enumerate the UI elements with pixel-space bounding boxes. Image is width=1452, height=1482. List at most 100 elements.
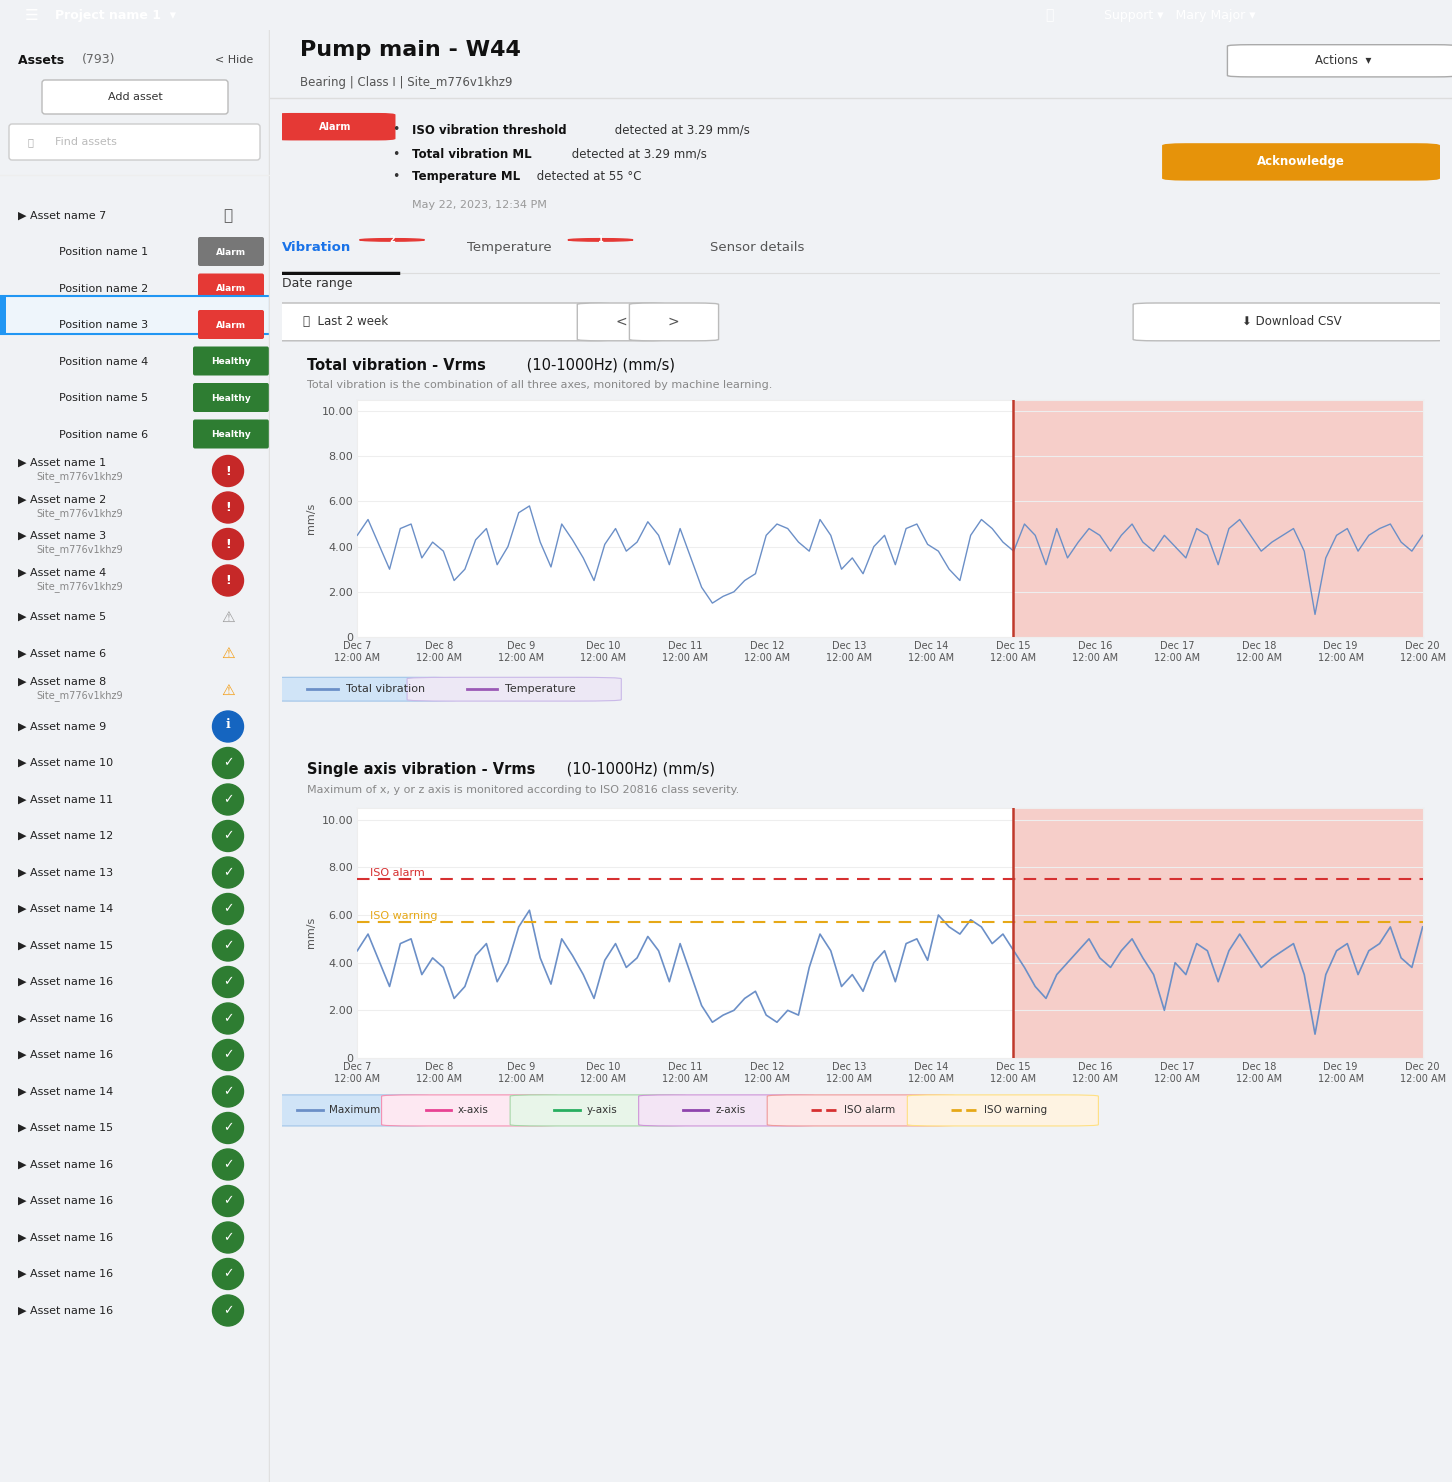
Text: Assets: Assets <box>17 53 68 67</box>
Text: y-axis: y-axis <box>587 1106 617 1114</box>
Text: ✓: ✓ <box>222 1085 234 1098</box>
Y-axis label: mm/s: mm/s <box>306 917 317 948</box>
Circle shape <box>212 711 244 742</box>
Text: ▶ Asset name 10: ▶ Asset name 10 <box>17 757 113 768</box>
Text: ▶ Asset name 15: ▶ Asset name 15 <box>17 1123 113 1134</box>
Text: ▶ Asset name 6: ▶ Asset name 6 <box>17 649 106 658</box>
Circle shape <box>212 1076 244 1107</box>
Text: <: < <box>616 314 627 328</box>
Text: Healthy: Healthy <box>211 357 251 366</box>
Circle shape <box>212 894 244 925</box>
FancyBboxPatch shape <box>193 419 269 449</box>
Text: Healthy: Healthy <box>211 394 251 403</box>
Text: !: ! <box>225 574 231 587</box>
Text: Single axis vibration - Vrms: Single axis vibration - Vrms <box>308 762 536 777</box>
Text: ▶ Asset name 14: ▶ Asset name 14 <box>17 1086 113 1097</box>
Bar <box>0 295 270 333</box>
Circle shape <box>212 784 244 815</box>
Text: Total vibration - Vrms: Total vibration - Vrms <box>308 357 486 373</box>
FancyBboxPatch shape <box>42 80 228 114</box>
Circle shape <box>212 966 244 997</box>
Text: Total vibration: Total vibration <box>346 683 425 694</box>
Text: ▶ Asset name 3: ▶ Asset name 3 <box>17 531 106 541</box>
Bar <box>1013 808 1423 1058</box>
Text: Actions  ▾: Actions ▾ <box>1316 55 1372 67</box>
FancyBboxPatch shape <box>1227 44 1452 77</box>
Text: detected at 55 °C: detected at 55 °C <box>533 170 642 182</box>
Text: ▶ Asset name 8: ▶ Asset name 8 <box>17 677 106 688</box>
Text: 📅  Last 2 week: 📅 Last 2 week <box>303 314 388 328</box>
Text: ▶ Asset name 14: ▶ Asset name 14 <box>17 904 113 914</box>
Text: ⬇ Download CSV: ⬇ Download CSV <box>1241 314 1342 328</box>
Text: ⚠: ⚠ <box>221 683 235 698</box>
Circle shape <box>212 455 244 486</box>
FancyBboxPatch shape <box>247 677 462 701</box>
Circle shape <box>212 1039 244 1070</box>
FancyBboxPatch shape <box>258 302 613 341</box>
FancyBboxPatch shape <box>1133 302 1452 341</box>
Text: ▶ Asset name 15: ▶ Asset name 15 <box>17 941 113 950</box>
Text: !: ! <box>225 464 231 477</box>
FancyBboxPatch shape <box>767 1095 958 1126</box>
FancyBboxPatch shape <box>382 1095 560 1126</box>
Text: (10-1000Hz) (mm/s): (10-1000Hz) (mm/s) <box>562 762 716 777</box>
Circle shape <box>212 1258 244 1289</box>
Text: Position name 2: Position name 2 <box>45 283 148 293</box>
Circle shape <box>212 565 244 596</box>
Circle shape <box>212 931 244 960</box>
Text: ISO warning: ISO warning <box>370 911 437 922</box>
Text: ISO alarm: ISO alarm <box>844 1106 894 1114</box>
Text: Maximum: Maximum <box>330 1106 380 1114</box>
FancyBboxPatch shape <box>908 1095 1098 1126</box>
Text: Pump main - W44: Pump main - W44 <box>299 40 520 59</box>
FancyBboxPatch shape <box>193 347 269 375</box>
Text: ✓: ✓ <box>222 1194 234 1208</box>
Text: May 22, 2023, 12:34 PM: May 22, 2023, 12:34 PM <box>412 200 546 210</box>
Text: ⚠: ⚠ <box>221 646 235 661</box>
Circle shape <box>360 239 424 242</box>
Text: ▶ Asset name 4: ▶ Asset name 4 <box>17 568 106 578</box>
Circle shape <box>212 1223 244 1252</box>
Text: Add asset: Add asset <box>107 92 163 102</box>
Text: ⚠: ⚠ <box>221 609 235 624</box>
Text: ▶ Asset name 16: ▶ Asset name 16 <box>17 1159 113 1169</box>
Text: Site_m776v1khz9: Site_m776v1khz9 <box>36 691 122 701</box>
Text: ▶ Asset name 16: ▶ Asset name 16 <box>17 1233 113 1242</box>
Circle shape <box>212 857 244 888</box>
Text: z-axis: z-axis <box>714 1106 745 1114</box>
Circle shape <box>212 821 244 852</box>
Text: >: > <box>668 314 680 328</box>
FancyBboxPatch shape <box>407 677 621 701</box>
FancyBboxPatch shape <box>510 1095 690 1126</box>
Text: ▶ Asset name 13: ▶ Asset name 13 <box>17 867 113 877</box>
Bar <box>1013 400 1423 637</box>
Text: !: ! <box>225 501 231 514</box>
Text: Alarm: Alarm <box>216 320 245 329</box>
Text: detected at 3.29 mm/s: detected at 3.29 mm/s <box>611 123 751 136</box>
Text: ▶ Asset name 16: ▶ Asset name 16 <box>17 1051 113 1060</box>
Text: Acknowledge: Acknowledge <box>1257 156 1345 169</box>
Text: ☰: ☰ <box>25 7 39 22</box>
Text: ▶ Asset name 12: ▶ Asset name 12 <box>17 831 113 840</box>
Text: Temperature: Temperature <box>468 240 552 253</box>
Text: ✓: ✓ <box>222 940 234 951</box>
Text: •: • <box>392 148 399 160</box>
Text: !: ! <box>225 538 231 550</box>
Text: Site_m776v1khz9: Site_m776v1khz9 <box>36 508 122 519</box>
FancyBboxPatch shape <box>193 382 269 412</box>
Text: ✓: ✓ <box>222 1122 234 1135</box>
Text: Total vibration ML: Total vibration ML <box>412 148 531 160</box>
Text: 1: 1 <box>598 236 604 245</box>
FancyBboxPatch shape <box>253 1095 433 1126</box>
Text: ▶ Asset name 16: ▶ Asset name 16 <box>17 1269 113 1279</box>
Text: (793): (793) <box>81 53 116 67</box>
Text: Bearing | Class I | Site_m776v1khz9: Bearing | Class I | Site_m776v1khz9 <box>299 76 513 89</box>
Text: Support ▾   Mary Major ▾: Support ▾ Mary Major ▾ <box>1104 9 1255 22</box>
Text: Site_m776v1khz9: Site_m776v1khz9 <box>36 544 122 556</box>
Text: Sensor details: Sensor details <box>710 240 804 253</box>
FancyBboxPatch shape <box>274 113 395 141</box>
FancyBboxPatch shape <box>578 302 666 341</box>
Text: ▶ Asset name 1: ▶ Asset name 1 <box>17 458 106 468</box>
Text: •: • <box>392 170 399 182</box>
Text: (10-1000Hz) (mm/s): (10-1000Hz) (mm/s) <box>521 357 675 373</box>
